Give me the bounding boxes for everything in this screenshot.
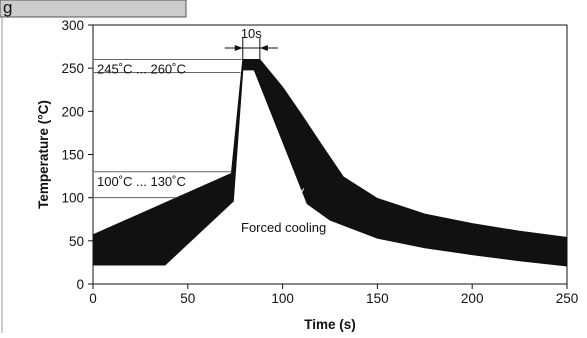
y-tick-label: 200	[61, 104, 84, 119]
forced-cooling-label: Forced cooling	[241, 220, 326, 235]
peak-range-label: 245˚C ... 260˚C	[97, 62, 186, 77]
annotation-layer: 245˚C ... 260˚C 100˚C ... 130˚C 10s Forced …	[93, 26, 326, 235]
tick-layer: 0 50 100 150 200 250 0 50 100 150 200 250 300	[61, 18, 578, 306]
duration-arrow-right	[259, 45, 268, 51]
x-tick-label: 100	[271, 291, 294, 306]
temperature-band-0	[92, 59, 568, 267]
figure-tab	[0, 0, 187, 18]
band-layer	[92, 59, 568, 267]
x-tick-label: 150	[366, 291, 389, 306]
y-tick-label: 50	[69, 234, 84, 249]
duration-label: 10s	[241, 26, 262, 41]
forced-cooling-leader	[285, 188, 305, 219]
preheat-range-label: 100˚C ... 130˚C	[97, 174, 186, 189]
x-axis-title: Time (s)	[304, 317, 356, 332]
x-tick-label: 0	[89, 291, 97, 306]
y-tick-label: 0	[76, 277, 84, 292]
x-tick-label: 200	[461, 291, 484, 306]
figure-tab-label: g	[3, 0, 12, 17]
y-tick-label: 100	[61, 191, 84, 206]
y-tick-label: 300	[61, 18, 84, 33]
y-axis-title: Temperature (°C)	[36, 100, 51, 209]
x-tick-label: 50	[180, 291, 195, 306]
x-tick-label: 250	[556, 291, 579, 306]
y-tick-label: 250	[61, 61, 84, 76]
y-tick-label: 150	[61, 148, 84, 163]
duration-arrow-left	[234, 45, 243, 51]
